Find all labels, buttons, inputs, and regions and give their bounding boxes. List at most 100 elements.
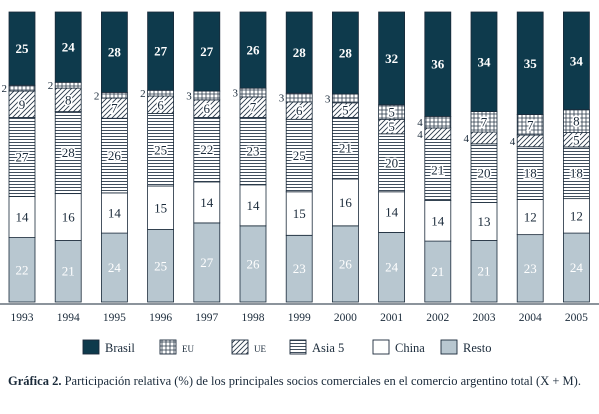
data-label-eu-1997: 3 [186, 90, 192, 102]
legend-label-asia-5: Asia 5 [312, 341, 344, 355]
bar-segment-china-2005 [563, 198, 590, 234]
data-label-ue-1995: 7 [111, 101, 118, 116]
data-label-china-2002: 14 [431, 213, 445, 228]
bar-segment-ue-1993 [8, 90, 36, 118]
legend-label-eu: EU [182, 344, 194, 354]
data-label-eu-1993: 2 [2, 83, 8, 95]
x-tick-label-2002: 2002 [426, 312, 449, 324]
data-label-eu-2005: 8 [573, 114, 580, 129]
x-tick-labels: 1993 1994 1995 1996 1997 1998 1999 2000 2001 2002… [11, 312, 589, 324]
bar-segment-asia-5-2004 [516, 146, 544, 200]
bar-segment-asia-5-1996 [147, 113, 175, 187]
bar-segment-resto-1996 [147, 229, 175, 303]
figure-caption: Gráfica 2. Participación relativa (%) de… [8, 373, 593, 390]
legend-swatch-china [372, 339, 390, 355]
x-tick-label-1993: 1993 [11, 312, 34, 324]
data-label-eu-2000: 3 [325, 93, 331, 105]
x-tick-label-2001: 2001 [380, 312, 403, 324]
data-label-resto-1998: 26 [247, 256, 261, 271]
data-label-asia-5-1994: 28 [62, 145, 75, 160]
data-label-eu-1999: 3 [279, 93, 285, 105]
data-label-brasil-2000: 28 [339, 46, 353, 61]
data-label-china-1996: 15 [154, 200, 167, 215]
bar-segment-resto-1999 [285, 234, 313, 303]
bar-segment-brasil-2003 [470, 11, 498, 112]
data-label-brasil-2001: 32 [385, 51, 398, 66]
data-label-brasil-2002: 36 [431, 57, 445, 72]
data-label-asia-5-2001: 20 [385, 155, 398, 170]
data-label-eu-2003: 7 [481, 114, 488, 129]
bar-segment-ue-2004 [516, 134, 544, 148]
data-label-ue-1999: 6 [296, 103, 303, 118]
data-label-resto-2003: 21 [478, 264, 491, 279]
bar-segment-asia-5-2000 [331, 117, 359, 180]
legend-label-ue: UE [254, 344, 266, 354]
data-label-resto-2001: 24 [385, 260, 399, 275]
data-label-brasil-1996: 27 [154, 44, 168, 59]
legend-swatch-brasil [82, 339, 100, 355]
data-label-brasil-1998: 26 [247, 43, 261, 58]
data-label-resto-1997: 27 [200, 255, 214, 270]
x-tick-label-1999: 1999 [288, 312, 311, 324]
bar-segment-resto-2002 [424, 240, 452, 303]
data-label-eu-1998: 3 [233, 88, 239, 100]
data-label-eu-1995: 2 [94, 90, 100, 102]
bar-segment-eu-1995 [101, 91, 128, 99]
data-label-resto-1995: 24 [108, 260, 122, 275]
caption-text: Participación relativa (%) de los princi… [64, 374, 581, 388]
legend-label-china: China [395, 341, 425, 355]
data-label-asia-5-2000: 21 [339, 141, 352, 156]
bar-segment-brasil-1999 [285, 11, 313, 94]
bar-segment-eu-1996 [147, 89, 175, 97]
data-label-china-1995: 14 [108, 205, 122, 220]
data-label-china-2004: 12 [524, 210, 537, 225]
caption-label: Gráfica 2. [8, 374, 62, 388]
data-label-resto-2004: 23 [524, 261, 537, 276]
data-label-resto-1993: 22 [16, 262, 29, 277]
bar-segment-brasil-2004 [516, 11, 544, 115]
data-label-brasil-2004: 35 [524, 56, 538, 71]
bar-segment-asia-5-2003 [470, 143, 498, 203]
bar-segment-asia-5-1998 [239, 117, 267, 186]
data-label-brasil-1994: 24 [62, 40, 76, 55]
bar-segment-asia-5-1994 [54, 111, 82, 195]
bar-segment-asia-5-1995 [101, 117, 128, 194]
data-label-asia-5-2003: 20 [478, 166, 491, 181]
bar-segment-eu-1994 [54, 81, 82, 89]
legend-swatch-eu [159, 339, 177, 355]
data-label-brasil-1999: 28 [293, 45, 307, 60]
bar-segment-china-2002 [424, 200, 452, 242]
data-label-asia-5-2002: 21 [431, 163, 444, 178]
x-tick-label-1995: 1995 [103, 312, 126, 324]
legend: Brasil EU UE Asia 5 China Resto [82, 339, 491, 355]
data-label-asia-5-1995: 26 [108, 148, 122, 163]
bar-segment-brasil-1998 [239, 11, 267, 89]
data-label-resto-2005: 24 [570, 260, 584, 275]
data-label-brasil-2003: 34 [478, 54, 492, 69]
data-label-ue-1997: 6 [204, 101, 211, 116]
bar-segment-resto-2001 [378, 231, 406, 303]
bar-segment-resto-1994 [54, 240, 82, 303]
data-label-resto-1996: 25 [154, 258, 167, 273]
bar-segment-resto-2005 [563, 232, 590, 303]
bar-segment-eu-2000 [331, 93, 359, 104]
data-label-china-2003: 13 [478, 214, 491, 229]
bar-segment-brasil-1994 [54, 11, 82, 83]
x-tick-label-2000: 2000 [334, 312, 357, 324]
x-tick-label-1994: 1994 [57, 312, 80, 324]
bar-segment-china-1995 [101, 192, 128, 234]
data-label-eu-1994: 2 [48, 80, 54, 92]
bar-segment-resto-1998 [239, 225, 267, 303]
bar-segment-china-2003 [470, 202, 498, 241]
bars-group: 2214279225211628822424142672282515256227… [2, 11, 590, 303]
data-label-china-2001: 14 [385, 205, 399, 220]
bar-segment-brasil-1997 [193, 11, 221, 92]
data-label-asia-5-1997: 22 [200, 142, 213, 157]
x-tick-label-1998: 1998 [242, 312, 265, 324]
x-tick-label-2004: 2004 [519, 312, 542, 324]
bar-segment-ue-2003 [470, 131, 498, 145]
stacked-bar-chart: 2214279225211628822424142672282515256227… [0, 11, 599, 355]
bar-segment-asia-5-2005 [563, 146, 590, 200]
bar-segment-brasil-2001 [378, 11, 406, 106]
bar-segment-ue-2002 [424, 127, 452, 141]
